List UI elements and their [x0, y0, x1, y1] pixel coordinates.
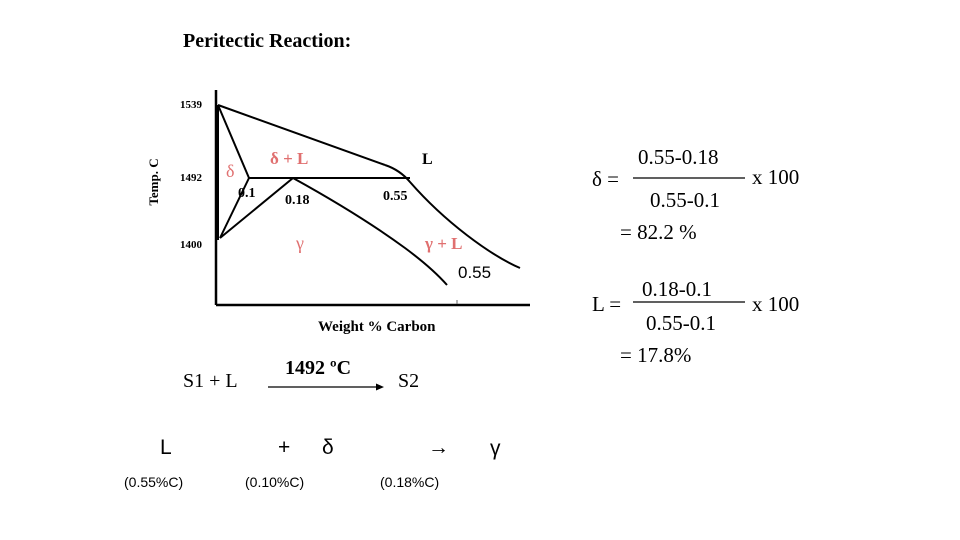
delta-gamma-boundary: [219, 177, 250, 239]
region-gamma-plus-liquid: γ + L: [424, 234, 462, 253]
delta-denominator: 0.55-0.1: [650, 188, 720, 212]
y-tick-1492: 1492: [180, 172, 203, 184]
delta-numerator: 0.55-0.18: [638, 145, 719, 169]
page-title: Peritectic Reaction:: [183, 30, 352, 52]
reaction-product: S2: [398, 370, 420, 392]
composition-0-1: 0.1: [238, 186, 256, 201]
composition-0-18: 0.18: [285, 193, 310, 208]
equation-gamma: γ: [490, 437, 501, 460]
y-tick-1539: 1539: [180, 99, 203, 111]
gamma-boundary-left: [219, 177, 294, 239]
liquidus-line-upper: [217, 104, 386, 166]
delta-lhs: δ =: [592, 167, 619, 191]
delta-multiplier: x 100: [752, 165, 800, 189]
equation-delta: δ: [322, 436, 334, 459]
liquid-composition: (0.55%C): [124, 474, 184, 490]
region-delta-plus-liquid: δ + L: [270, 149, 308, 168]
liquid-multiplier: x 100: [752, 292, 800, 316]
gamma-composition: (0.18%C): [380, 474, 440, 490]
liquid-lhs: L =: [592, 292, 622, 316]
liquid-denominator: 0.55-0.1: [646, 311, 716, 335]
y-tick-1400: 1400: [180, 239, 203, 251]
reaction-temperature: 1492 ºC: [285, 357, 352, 379]
equation-arrow: →: [428, 436, 449, 459]
region-gamma: γ: [295, 233, 304, 253]
composition-0-55: 0.55: [383, 189, 408, 204]
liquid-result: = 17.8%: [620, 343, 692, 367]
x-axis-label: Weight % Carbon: [318, 319, 436, 335]
delta-composition: (0.10%C): [245, 474, 305, 490]
region-liquid: L: [422, 151, 433, 168]
reaction-arrow-head: [376, 383, 384, 391]
liquidus-curve-lower: [384, 164, 521, 269]
liquid-numerator: 0.18-0.1: [642, 277, 712, 301]
region-delta: δ: [226, 161, 234, 181]
composition-0-55-axis: 0.55: [458, 263, 491, 282]
equation-liquid: L: [160, 436, 172, 459]
reaction-reactants: S1 + L: [183, 370, 238, 392]
delta-result: = 82.2 %: [620, 220, 697, 244]
delta-solidus: [217, 104, 250, 179]
equation-plus: +: [278, 436, 291, 459]
y-axis-label: Temp. C: [146, 158, 161, 205]
gamma-solidus: [292, 177, 448, 286]
